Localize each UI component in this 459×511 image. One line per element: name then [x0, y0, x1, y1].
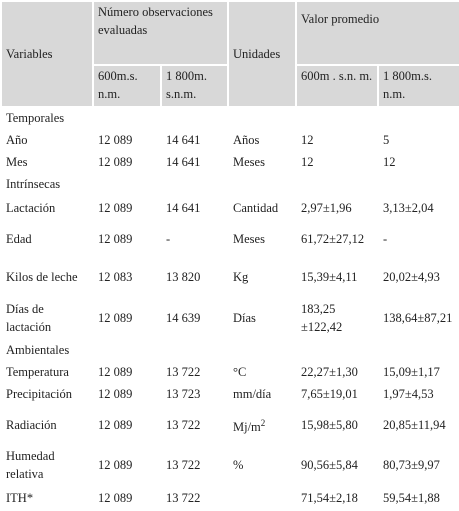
- table-row: Lactación 12 089 14 641 Cantidad 2,97±1,96 3,…: [0, 194, 459, 222]
- table-cell: 15,09±1,17: [376, 360, 459, 384]
- table-cell: 3,13±2,04: [376, 194, 459, 222]
- header-cell: Unidades: [227, 0, 297, 108]
- table-header: Variables Número observaciones evaluadas…: [0, 0, 459, 108]
- header-cell: 1 800m. s.n.m.: [160, 64, 229, 108]
- table-cell: 12 083: [92, 256, 162, 297]
- table-cell: 20,85±11,94: [376, 404, 459, 446]
- table-cell: 138,64±87,21: [376, 295, 459, 340]
- table-cell: Días: [227, 295, 297, 340]
- table-cell: Temperatura: [0, 360, 94, 384]
- header-cell: Número observaciones evaluadas: [92, 0, 229, 66]
- table-cell: Edad: [0, 220, 94, 258]
- table-cell: Mes: [0, 150, 94, 174]
- table-cell: 12 089: [92, 194, 162, 222]
- table-row: Temperatura 12 089 13 722 °C 22,27±1,30 15,09…: [0, 360, 459, 384]
- table-cell: 15,39±4,11: [295, 256, 379, 297]
- table-cell: 13 820: [160, 256, 229, 297]
- table-row: Año 12 089 14 641 Años 12 5: [0, 128, 459, 152]
- table-cell: 12: [295, 128, 379, 152]
- table-row: Intrínsecas: [0, 172, 459, 196]
- table-cell: mm/día: [227, 382, 297, 406]
- table-cell: 14 639: [160, 295, 229, 340]
- table-cell: 12: [295, 150, 379, 174]
- header-cell: 1 800m.s. n.m.: [376, 64, 459, 108]
- table-cell: 13 722: [160, 360, 229, 384]
- table-cell: °C: [227, 360, 297, 384]
- table-cell: 13 722: [160, 404, 229, 446]
- header-cell: 600m . s.n. m.: [295, 64, 379, 108]
- table-cell: Radiación: [0, 404, 94, 446]
- table-cell: Año: [0, 128, 94, 152]
- table-cell: 183,25 ±122,42: [295, 295, 379, 340]
- table-cell: 12 089: [92, 295, 162, 340]
- table-cell: 12 089: [92, 150, 162, 174]
- table-cell: Kg: [227, 256, 297, 297]
- table-cell: 12 089: [92, 128, 162, 152]
- table-cell: 12 089: [92, 382, 162, 406]
- section-cell: Intrínsecas: [0, 172, 459, 196]
- table-cell: Días de lactación: [0, 295, 94, 340]
- table-cell: 12 089: [92, 360, 162, 384]
- table-cell: -: [376, 220, 459, 258]
- table-cell: Meses: [227, 220, 297, 258]
- header-cell: Variables: [0, 0, 94, 108]
- table-cell: 15,98±5,80: [295, 404, 379, 446]
- table-cell: Años: [227, 128, 297, 152]
- table-cell: 13 723: [160, 382, 229, 406]
- table-row: Mes 12 089 14 641 Meses 12 12: [0, 150, 459, 174]
- header-row: Variables Número observaciones evaluadas…: [0, 0, 459, 108]
- table-cell: Kilos de leche: [0, 256, 94, 297]
- section-cell: Ambientales: [0, 338, 459, 362]
- table-cell: 2,97±1,96: [295, 194, 379, 222]
- table-cell: 90,56±5,84: [295, 444, 379, 486]
- table-cell: 14 641: [160, 128, 229, 152]
- table-cell: 22,27±1,30: [295, 360, 379, 384]
- table-cell: 12 089: [92, 404, 162, 446]
- header-cell: 600m.s. n.m.: [92, 64, 162, 108]
- cell-text: Mj/m: [233, 420, 261, 435]
- table-cell: 59,54±1,88: [376, 484, 459, 511]
- table-cell: ITH*: [0, 484, 94, 511]
- table-row: Kilos de leche 12 083 13 820 Kg 15,39±4,11 20…: [0, 256, 459, 297]
- table-cell: 13 722: [160, 444, 229, 486]
- table-body: Temporales Año 12 089 14 641 Años 12 5 Mes 12 08…: [0, 106, 459, 511]
- table-row: Precipitación 12 089 13 723 mm/día 7,65±19,0…: [0, 382, 459, 406]
- table-cell: Lactación: [0, 194, 94, 222]
- table-cell: 14 641: [160, 194, 229, 222]
- table-cell: -: [160, 220, 229, 258]
- table-cell: 12 089: [92, 444, 162, 486]
- header-cell: Valor promedio: [294, 0, 459, 66]
- table-cell: 13 722: [160, 484, 229, 511]
- superscript: 2: [260, 417, 266, 428]
- table-row: Temporales: [0, 106, 459, 130]
- table-cell: 20,02±4,93: [376, 256, 459, 297]
- table-cell: Mj/m2: [227, 404, 297, 446]
- section-cell: Temporales: [0, 106, 459, 130]
- table-cell: 80,73±9,97: [376, 444, 459, 486]
- table-cell: 5: [376, 128, 459, 152]
- table-row: ITH* 12 089 13 722 71,54±2,18 59,54±1,88: [0, 484, 459, 511]
- table-cell: 14 641: [160, 150, 229, 174]
- table-cell: %: [227, 444, 297, 486]
- table-cell: Meses: [227, 150, 297, 174]
- header-row: 600m.s. n.m. 1 800m. s.n.m. 600m . s.n. …: [1, 64, 459, 108]
- table-cell: 12 089: [92, 220, 162, 258]
- table-cell: 1,97±4,53: [376, 382, 459, 406]
- table-row: Edad 12 089- Meses 61,72±27,12-: [0, 220, 459, 258]
- table-row: Días de lactación 12 089 14 639 Días 183,25 …: [0, 295, 459, 340]
- table-row: Humedad relativa 12 089 13 722% 90,56±5,84 8…: [0, 444, 459, 486]
- table-cell: 12: [376, 150, 459, 174]
- table-cell: 61,72±27,12: [295, 220, 379, 258]
- table-cell: Humedad relativa: [0, 444, 94, 486]
- table-cell: Cantidad: [227, 194, 297, 222]
- table-cell: [227, 484, 297, 511]
- table-cell: Precipitación: [0, 382, 94, 406]
- table-cell: 12 089: [92, 484, 162, 511]
- table-cell: 71,54±2,18: [295, 484, 379, 511]
- table-row: Radiación 12 089 13 722 Mj/m2 15,98±5,80 20,8…: [0, 404, 459, 446]
- table-cell: 7,65±19,01: [295, 382, 379, 406]
- table-row: Ambientales: [0, 338, 459, 362]
